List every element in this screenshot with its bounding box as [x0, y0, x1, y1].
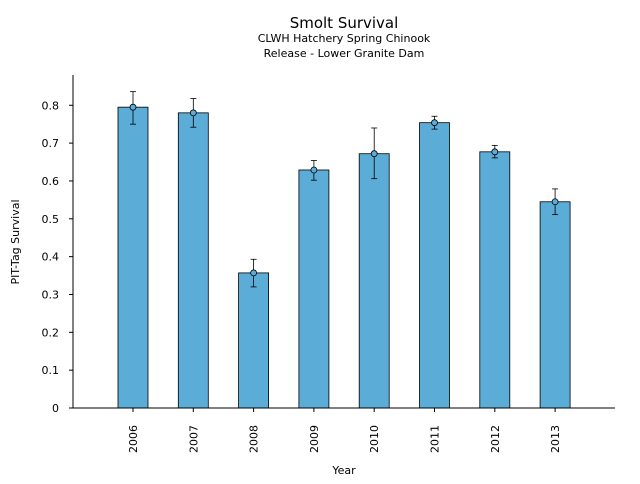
point-marker-2008 — [250, 269, 258, 277]
y-tick-label: 0.6 — [42, 175, 60, 188]
x-axis-label: Year — [331, 464, 356, 477]
x-tick-label: 2010 — [368, 425, 381, 453]
point-marker-2006 — [129, 103, 137, 111]
y-tick-label: 0.4 — [42, 251, 60, 264]
y-axis-ticks: 0 0.1 0.2 0.3 0.4 0.5 0.6 0.7 0.8 — [42, 99, 73, 415]
bar-2011 — [419, 122, 450, 409]
bar-2006 — [117, 106, 149, 409]
point-marker-2010 — [370, 150, 378, 158]
bar-2012 — [479, 151, 511, 409]
x-axis-ticks: 2006 2007 2008 2009 2010 2011 2012 2013 — [127, 408, 562, 453]
x-tick-label: 2009 — [308, 425, 321, 453]
y-tick-label: 0.5 — [42, 213, 60, 226]
y-tick-label: 0.7 — [42, 137, 60, 150]
point-marker-2007 — [189, 109, 197, 117]
y-tick-label: 0.2 — [42, 326, 60, 339]
y-tick-label: 0.8 — [42, 99, 60, 112]
chart-title: Smolt Survival — [290, 14, 399, 32]
bar-2013 — [539, 201, 571, 409]
x-tick-label: 2008 — [248, 425, 261, 453]
y-tick-label: 0.3 — [42, 288, 60, 301]
x-tick-label: 2007 — [187, 425, 200, 453]
x-tick-label: 2011 — [429, 425, 442, 453]
point-marker-2012 — [491, 148, 499, 156]
chart-subtitle-line-2: Release - Lower Granite Dam — [264, 47, 425, 60]
point-marker-2009 — [310, 166, 318, 174]
bar-2009 — [298, 169, 330, 409]
x-tick-label: 2013 — [549, 425, 562, 453]
bar-2010 — [358, 153, 390, 409]
y-tick-label: 0.1 — [42, 364, 60, 377]
plot-area — [117, 91, 571, 409]
x-tick-label: 2006 — [127, 425, 140, 453]
y-axis-label: PIT-Tag Survival — [9, 199, 22, 284]
point-marker-2011 — [431, 119, 438, 127]
y-tick-label: 0 — [52, 402, 59, 415]
chart-subtitle-line-1: CLWH Hatchery Spring Chinook — [258, 32, 431, 45]
point-marker-2013 — [551, 198, 559, 206]
bar-2007 — [177, 112, 209, 409]
bar-2008 — [238, 272, 270, 409]
x-tick-label: 2012 — [489, 425, 502, 453]
